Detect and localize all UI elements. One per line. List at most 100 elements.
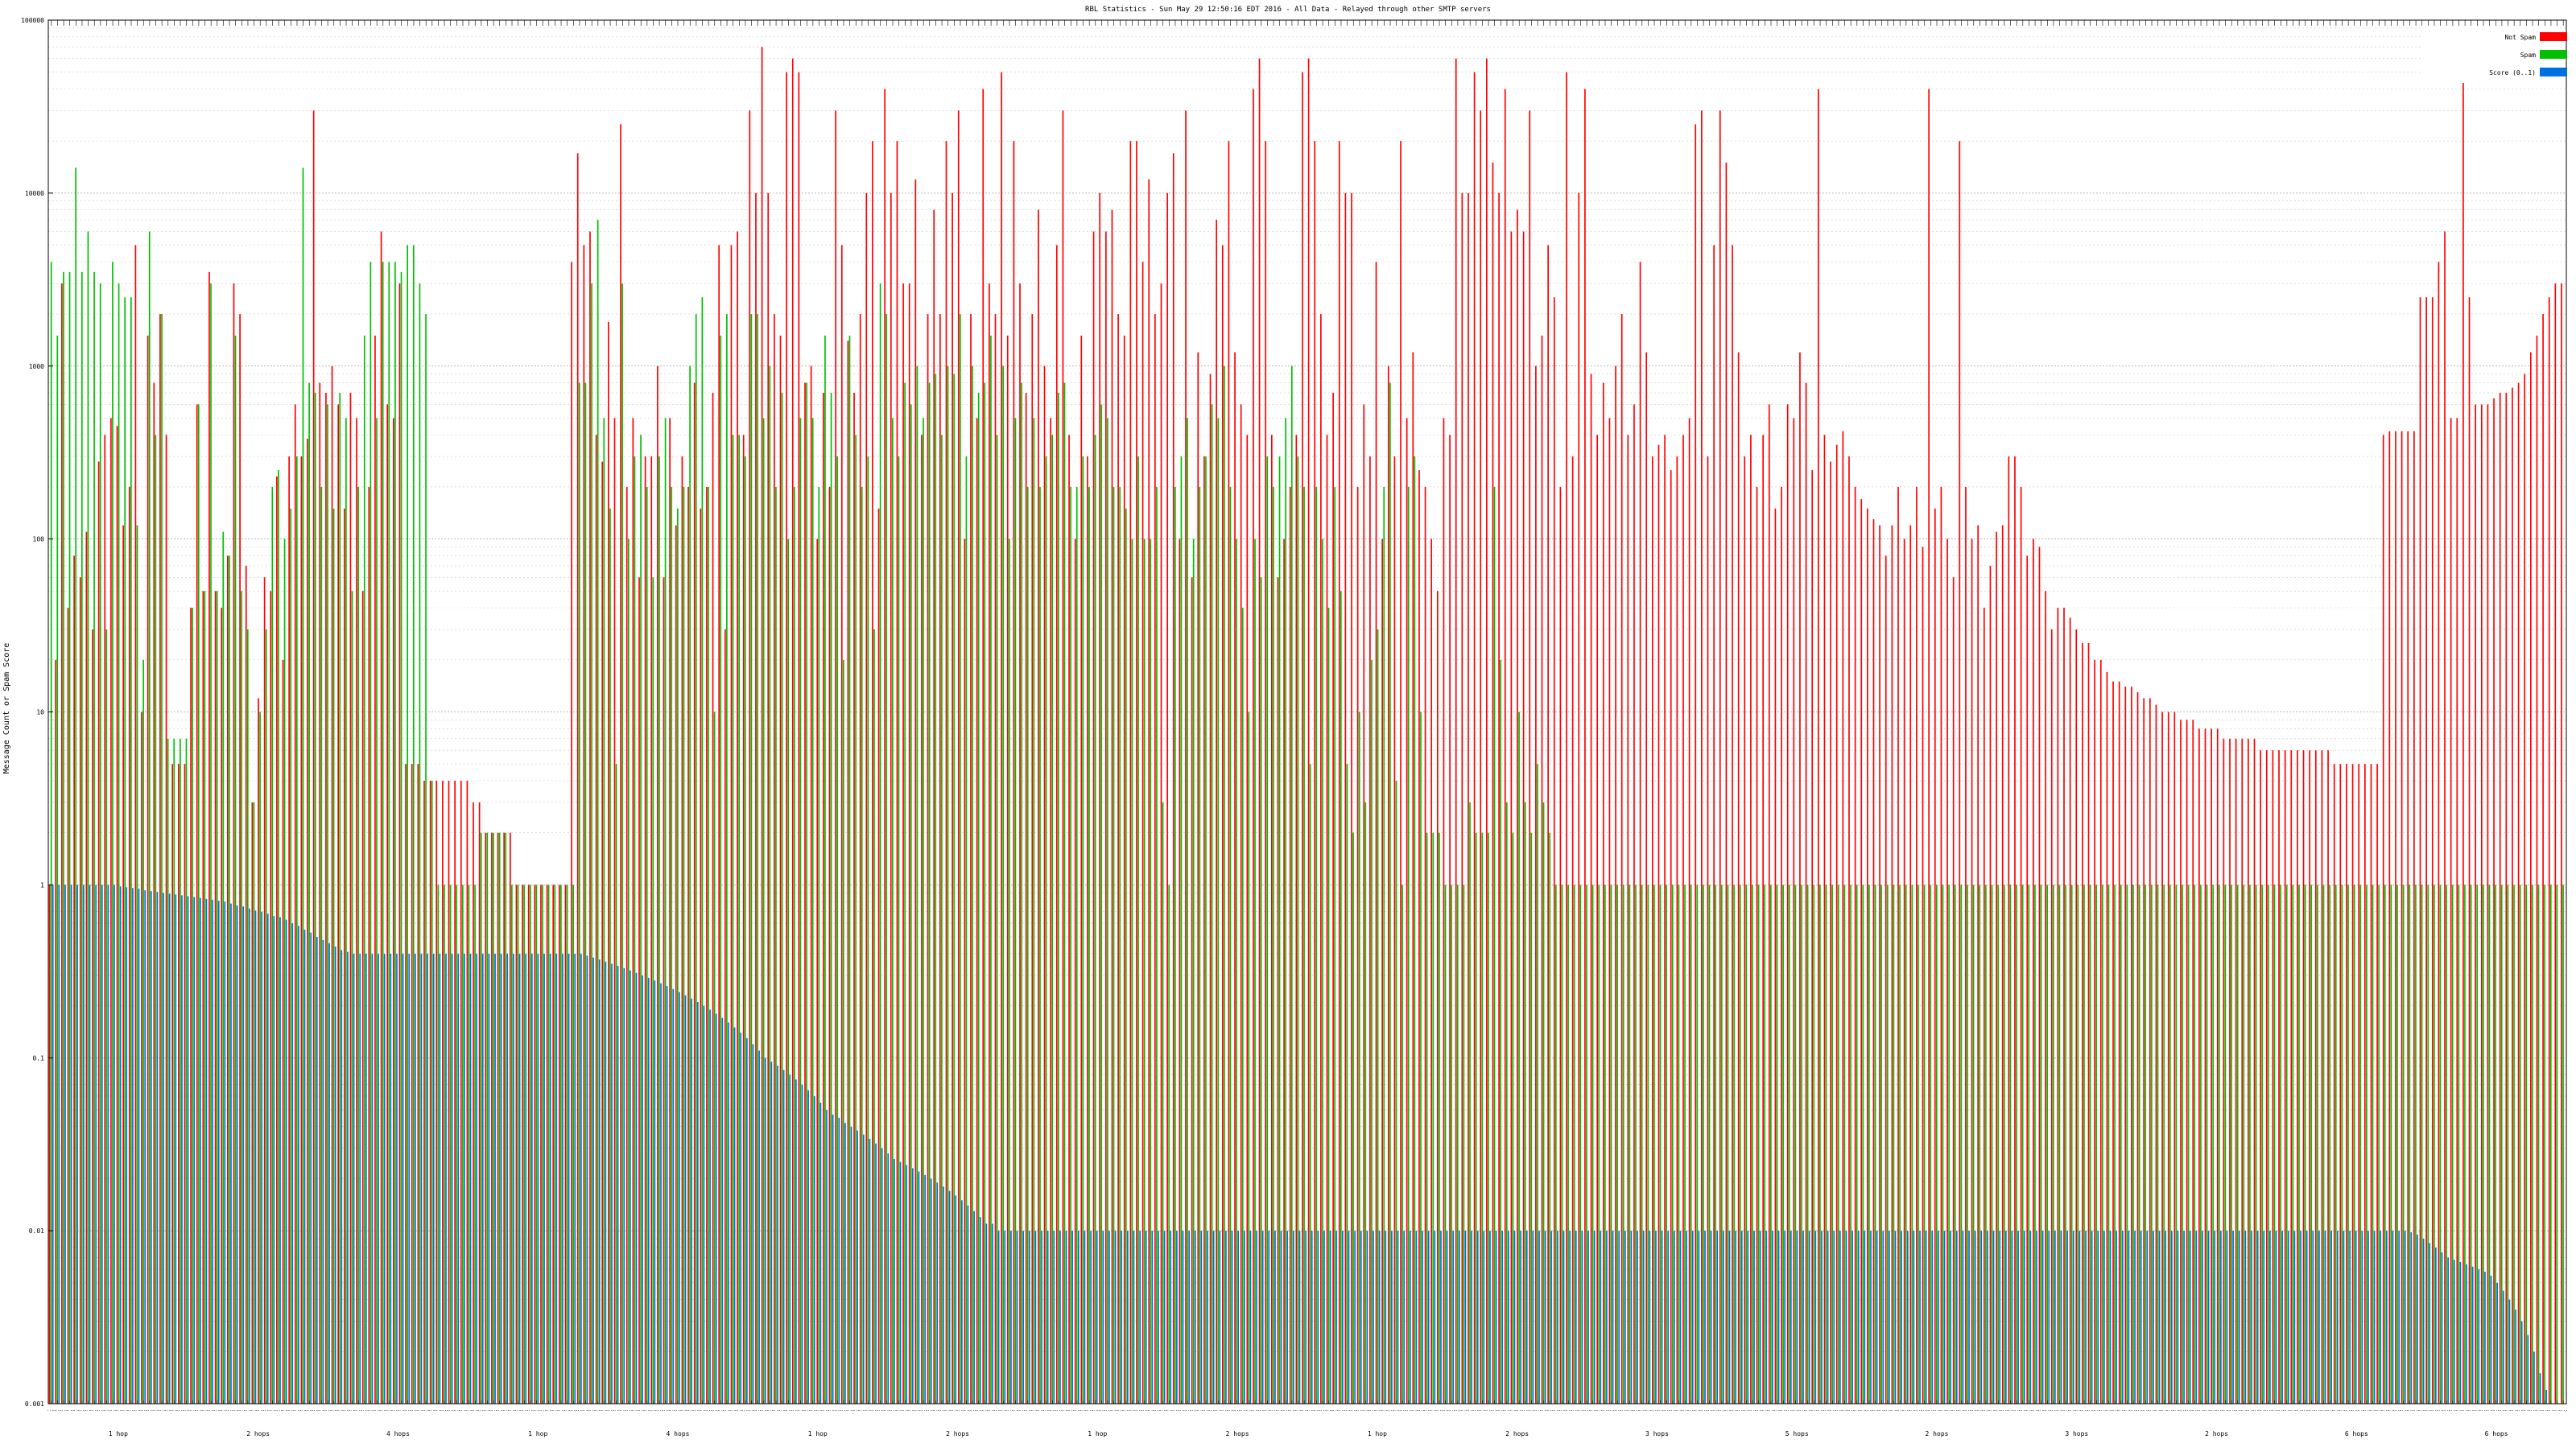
bar-spam: [1930, 885, 1932, 1405]
x-hop-label: 1 hop: [1088, 1430, 1107, 1438]
bar-not-spam: [1449, 435, 1451, 1404]
bar-spam: [2488, 885, 2491, 1405]
x-tick-label-strip: ....: [108, 1408, 118, 1413]
x-tick-label-strip: ....: [839, 1408, 848, 1413]
bar-not-spam: [2529, 352, 2532, 1404]
x-tick-label-strip: ....: [913, 1408, 923, 1413]
x-tick-label-strip: ....: [1294, 1408, 1303, 1413]
bar-score-0-1: [138, 889, 140, 1404]
bar-spam: [1309, 764, 1311, 1404]
bar-score-0-1: [1606, 1231, 1608, 1405]
bar-not-spam: [2333, 764, 2335, 1404]
bar-score-0-1: [770, 1062, 773, 1404]
bar-score-0-1: [2140, 1231, 2142, 1405]
bar-not-spam: [1172, 153, 1174, 1405]
x-tick-label-strip: ....: [783, 1408, 793, 1413]
bar-spam: [1395, 781, 1397, 1404]
x-tick-label-strip: ....: [250, 1408, 259, 1413]
bar-spam: [1549, 832, 1551, 1404]
bar-spam: [2236, 885, 2239, 1405]
bar-spam: [2046, 885, 2049, 1405]
x-tick-label-strip: ....: [482, 1408, 492, 1413]
bar-spam: [1051, 435, 1054, 1404]
bar-not-spam: [97, 461, 100, 1404]
x-tick-label-strip: ....: [1551, 1408, 1561, 1413]
bar-score-0-1: [1139, 1231, 1141, 1405]
x-tick-label-strip: ....: [1558, 1408, 1567, 1413]
bar-score-0-1: [254, 910, 257, 1404]
x-tick-label-strip: ....: [741, 1408, 750, 1413]
bar-score-0-1: [328, 943, 330, 1404]
bar-score-0-1: [2048, 1231, 2050, 1405]
bar-spam: [2077, 885, 2079, 1405]
bar-spam: [1285, 418, 1286, 1405]
bar-spam: [308, 382, 310, 1404]
bar-score-0-1: [1360, 1231, 1362, 1405]
bar-spam: [762, 418, 765, 1405]
x-hop-label: 5 hops: [1785, 1430, 1809, 1438]
bar-not-spam: [964, 538, 966, 1405]
bar-not-spam: [2204, 728, 2207, 1404]
bar-not-spam: [361, 591, 364, 1404]
bar-not-spam: [546, 885, 548, 1405]
y-tick-label: 1: [40, 881, 44, 889]
bar-spam: [2298, 885, 2300, 1405]
bar-spam: [1021, 382, 1022, 1404]
bar-spam: [407, 245, 408, 1404]
bar-score-0-1: [997, 1231, 1000, 1405]
bar-not-spam: [503, 832, 506, 1404]
x-tick-label-strip: ....: [286, 1408, 295, 1413]
bar-score-0-1: [1649, 1231, 1651, 1405]
x-hop-label: 4 hops: [667, 1430, 690, 1438]
bar-score-0-1: [537, 953, 539, 1404]
bar-not-spam: [804, 382, 806, 1404]
bar-spam: [1554, 885, 1557, 1405]
x-tick-label-strip: ....: [1029, 1408, 1038, 1413]
x-tick-label-strip: ....: [1834, 1408, 1843, 1413]
x-tick-label-strip: ....: [1588, 1408, 1598, 1413]
x-tick-label-strip: ....: [931, 1408, 940, 1413]
bar-score-0-1: [1679, 1231, 1682, 1405]
x-tick-label-strip: ....: [89, 1408, 99, 1413]
x-tick-label-strip: ....: [1465, 1408, 1475, 1413]
bar-not-spam: [823, 393, 824, 1404]
x-tick-label-strip: ....: [1607, 1408, 1616, 1413]
bar-spam: [2500, 885, 2503, 1405]
bar-score-0-1: [481, 953, 484, 1404]
y-tick-label: 10: [36, 709, 44, 716]
bar-score-0-1: [2158, 1231, 2161, 1405]
bar-spam: [627, 538, 630, 1405]
bar-not-spam: [1854, 486, 1856, 1405]
bar-spam: [180, 738, 181, 1404]
bar-not-spam: [669, 418, 671, 1405]
bar-spam: [63, 271, 64, 1405]
x-tick-label-strip: ....: [1096, 1408, 1106, 1413]
bar-score-0-1: [1889, 1231, 1890, 1405]
bar-score-0-1: [1740, 1231, 1743, 1405]
bar-spam: [241, 591, 243, 1404]
x-tick-label-strip: ....: [341, 1408, 351, 1413]
bar-not-spam: [1001, 72, 1002, 1404]
x-tick-label-strip: ....: [427, 1408, 437, 1413]
bar-not-spam: [718, 245, 720, 1404]
bar-score-0-1: [205, 898, 208, 1404]
bar-not-spam: [1934, 508, 1936, 1404]
bar-score-0-1: [2263, 1231, 2265, 1405]
bar-spam: [1322, 538, 1323, 1405]
bar-spam: [2028, 885, 2030, 1405]
bar-score-0-1: [378, 953, 379, 1404]
x-tick-label-strip: ....: [1496, 1408, 1505, 1413]
bar-not-spam: [454, 781, 456, 1404]
bar-score-0-1: [199, 897, 201, 1404]
bar-score-0-1: [464, 953, 465, 1404]
bar-not-spam: [509, 832, 511, 1404]
bar-not-spam: [85, 531, 88, 1404]
bar-spam: [1960, 885, 1963, 1405]
bar-score-0-1: [684, 995, 687, 1404]
x-tick-label-strip: ....: [1306, 1408, 1315, 1413]
bar-not-spam: [1695, 124, 1697, 1404]
x-tick-label-strip: ....: [1177, 1408, 1187, 1413]
bar-spam: [1918, 885, 1919, 1405]
bar-not-spam: [877, 508, 880, 1404]
bar-score-0-1: [230, 903, 232, 1404]
